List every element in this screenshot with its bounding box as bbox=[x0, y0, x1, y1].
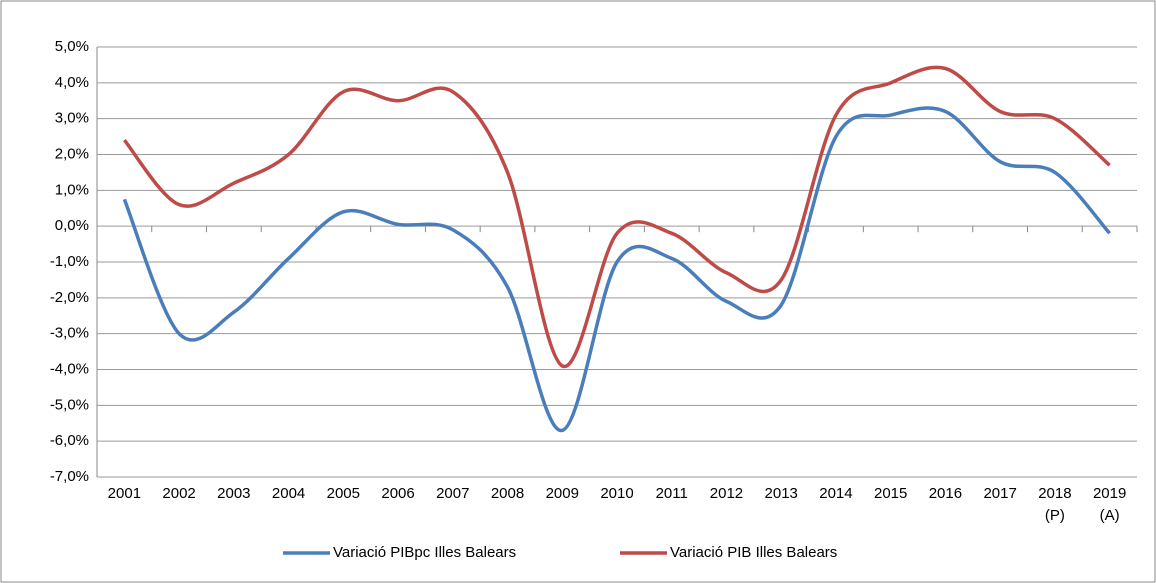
x-tick-label: 2005 bbox=[326, 485, 360, 502]
y-tick-label: -7,0% bbox=[50, 468, 89, 485]
x-tick-label: 2007 bbox=[436, 485, 470, 502]
x-tick-label: 2009 bbox=[545, 485, 579, 502]
y-tick-label: -5,0% bbox=[50, 396, 89, 413]
legend-label: Variació PIB Illes Balears bbox=[670, 544, 837, 561]
series-line bbox=[123, 65, 1111, 368]
x-tick-label: 2013 bbox=[764, 485, 798, 502]
y-tick-label: 0,0% bbox=[55, 217, 89, 234]
y-tick-label: 2,0% bbox=[55, 145, 89, 162]
y-tick-label: 4,0% bbox=[55, 74, 89, 91]
y-tick-label: 1,0% bbox=[55, 181, 89, 198]
x-tick-label: 2019 (A) bbox=[1092, 485, 1127, 524]
x-tick-label: 2015 bbox=[873, 485, 908, 502]
x-tick-label: 2014 bbox=[819, 485, 853, 502]
y-tick-label: -1,0% bbox=[50, 253, 89, 270]
x-tick-label: 2012 bbox=[709, 485, 744, 502]
x-tick-label: 2011 bbox=[655, 485, 688, 502]
x-tick-label: 2017 bbox=[983, 485, 1017, 502]
x-tick-label: 2010 bbox=[600, 485, 634, 502]
y-tick-label: -6,0% bbox=[50, 432, 89, 449]
x-tick-label: 2004 bbox=[271, 485, 306, 502]
legend-label: Variació PIBpc Illes Balears bbox=[333, 544, 516, 561]
x-tick-label: 2002 bbox=[162, 485, 196, 502]
series-line bbox=[122, 106, 1111, 433]
y-tick-label: -3,0% bbox=[50, 325, 89, 342]
x-tick-label: 2003 bbox=[217, 485, 251, 502]
y-tick-label: -4,0% bbox=[50, 360, 89, 377]
x-tick-label: 2006 bbox=[381, 485, 415, 502]
y-tick-label: -2,0% bbox=[50, 289, 89, 306]
x-tick-label: 2018 (P) bbox=[1038, 485, 1072, 524]
x-tick-label: 2016 bbox=[928, 485, 963, 502]
y-tick-label: 3,0% bbox=[55, 110, 89, 127]
x-tick-label: 2001 bbox=[107, 485, 142, 502]
x-tick-label: 2008 bbox=[490, 485, 525, 502]
y-tick-label: 5,0% bbox=[55, 38, 89, 55]
